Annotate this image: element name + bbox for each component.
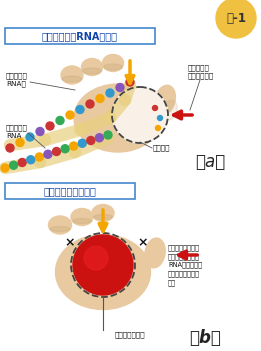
Circle shape xyxy=(66,111,74,119)
Text: 活性中心: 活性中心 xyxy=(153,145,170,151)
Circle shape xyxy=(44,150,52,158)
Ellipse shape xyxy=(155,85,175,115)
Ellipse shape xyxy=(49,216,72,234)
Text: ヌクレオチド: ヌクレオチド xyxy=(188,73,214,79)
Ellipse shape xyxy=(145,238,165,268)
Text: （ウイルスのRNA複製）: （ウイルスのRNA複製） xyxy=(42,31,118,41)
Circle shape xyxy=(61,145,69,153)
Circle shape xyxy=(27,156,35,164)
Circle shape xyxy=(84,246,108,270)
Circle shape xyxy=(112,87,168,143)
Circle shape xyxy=(152,106,157,111)
Text: 複製された: 複製された xyxy=(6,125,28,131)
Ellipse shape xyxy=(81,59,103,75)
Ellipse shape xyxy=(74,84,162,152)
Text: 穴をふさぐ分子: 穴をふさぐ分子 xyxy=(115,332,146,338)
Circle shape xyxy=(96,134,103,142)
Circle shape xyxy=(116,84,124,92)
Circle shape xyxy=(70,142,78,150)
Text: （b）: （b） xyxy=(189,329,221,347)
Circle shape xyxy=(1,164,9,172)
Circle shape xyxy=(76,106,84,113)
FancyBboxPatch shape xyxy=(5,28,155,44)
Text: ×: × xyxy=(138,237,148,250)
Text: （a）: （a） xyxy=(195,153,225,171)
Circle shape xyxy=(126,78,134,86)
Circle shape xyxy=(106,89,114,97)
Circle shape xyxy=(112,87,168,143)
Circle shape xyxy=(26,133,34,141)
Circle shape xyxy=(157,115,163,120)
Circle shape xyxy=(216,0,256,38)
Text: 原料となる: 原料となる xyxy=(188,65,210,71)
Ellipse shape xyxy=(94,214,112,219)
Ellipse shape xyxy=(92,205,114,221)
Circle shape xyxy=(35,153,43,161)
Ellipse shape xyxy=(163,100,177,120)
Circle shape xyxy=(46,122,54,130)
Ellipse shape xyxy=(56,234,151,310)
Text: ×: × xyxy=(65,237,75,250)
Circle shape xyxy=(96,94,104,102)
Circle shape xyxy=(52,147,61,155)
Circle shape xyxy=(10,161,17,169)
Circle shape xyxy=(104,131,112,139)
Text: 活性中心をブロッ
クし、鋳型となる
RNAや原料ヌク
レオチドが近づけ
ない: 活性中心をブロッ クし、鋳型となる RNAや原料ヌク レオチドが近づけ ない xyxy=(168,245,202,285)
Circle shape xyxy=(36,127,44,135)
Circle shape xyxy=(16,139,24,146)
Ellipse shape xyxy=(62,76,82,82)
Ellipse shape xyxy=(103,54,123,72)
Ellipse shape xyxy=(61,66,83,84)
Ellipse shape xyxy=(71,208,93,225)
Circle shape xyxy=(6,144,14,152)
Circle shape xyxy=(86,100,94,108)
Text: RNA鎖: RNA鎖 xyxy=(6,81,26,87)
Circle shape xyxy=(18,159,26,166)
Text: （酵素の不活性化）: （酵素の不活性化） xyxy=(44,186,96,196)
Circle shape xyxy=(73,235,133,295)
Text: 鋳型となる: 鋳型となる xyxy=(6,73,28,79)
Circle shape xyxy=(87,137,95,145)
Circle shape xyxy=(156,126,161,131)
Ellipse shape xyxy=(82,68,102,74)
FancyBboxPatch shape xyxy=(5,183,135,199)
Text: RNA: RNA xyxy=(6,133,21,139)
Ellipse shape xyxy=(50,226,70,232)
Circle shape xyxy=(78,139,86,147)
Ellipse shape xyxy=(73,219,91,224)
Ellipse shape xyxy=(104,64,122,70)
Text: 図-1: 図-1 xyxy=(226,12,246,25)
Circle shape xyxy=(56,117,64,125)
